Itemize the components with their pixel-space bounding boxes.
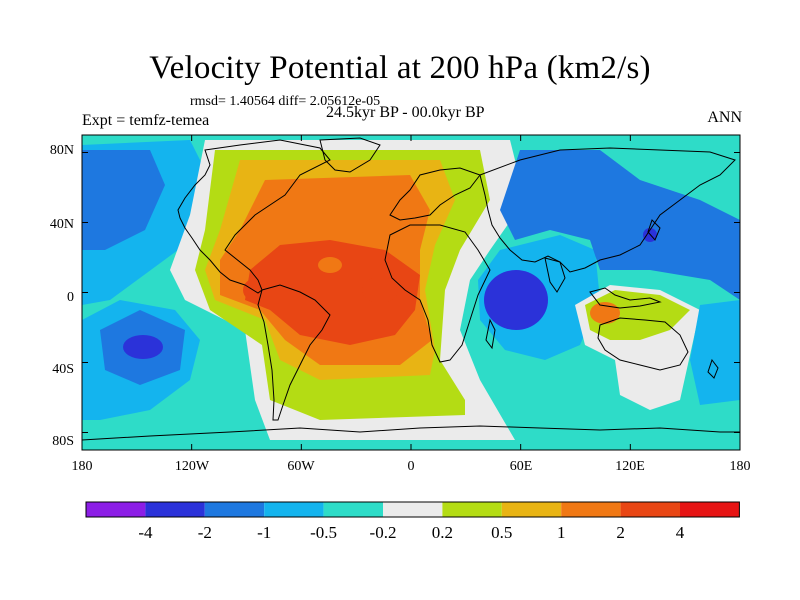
band-deep-blue-south-pacific bbox=[123, 335, 163, 359]
lat-label-80s: 80S bbox=[52, 434, 74, 449]
band-red-atlantic bbox=[245, 240, 420, 345]
lon-label-60w: 60W bbox=[287, 459, 315, 474]
band-orange-australia bbox=[590, 302, 620, 324]
lat-label-40s: 40S bbox=[52, 362, 74, 377]
coast-new-zealand bbox=[707, 358, 719, 379]
lon-label-120w: 120W bbox=[175, 459, 210, 474]
band-blue-indian bbox=[500, 150, 740, 300]
coast-antarctica bbox=[82, 425, 740, 441]
band-sky-east-south bbox=[690, 300, 740, 405]
colorbar-box-6 bbox=[442, 502, 502, 517]
colorbar-box-4 bbox=[323, 502, 383, 517]
band-deep-blue-indian bbox=[484, 270, 548, 330]
colorbar-label-3: -0.5 bbox=[310, 523, 337, 542]
colorbar: -4 -2 -1 -0.5 -0.2 0.2 0.5 1 2 4 bbox=[85, 501, 740, 542]
rmsd-diff-label: rmsd= 1.40564 diff= 2.05612e-05 bbox=[190, 94, 381, 109]
colorbar-box-7 bbox=[501, 502, 562, 517]
colorbar-box-8 bbox=[561, 502, 621, 517]
contour-field bbox=[82, 135, 740, 450]
colorbar-label-1: -2 bbox=[198, 523, 212, 542]
colorbar-label-5: 0.2 bbox=[432, 523, 453, 542]
coast-japan bbox=[647, 219, 661, 241]
band-lime-australia bbox=[585, 290, 690, 340]
coast-indonesia bbox=[589, 287, 662, 309]
colorbar-box-3 bbox=[264, 502, 324, 517]
colorbar-label-9: 4 bbox=[676, 523, 685, 542]
colorbar-label-6: 0.5 bbox=[491, 523, 512, 542]
colorbar-label-2: -1 bbox=[257, 523, 271, 542]
coast-madagascar bbox=[485, 318, 496, 350]
experiment-label: Expt = temfz-temea bbox=[82, 112, 210, 129]
colorbar-box-5 bbox=[383, 502, 443, 517]
lon-label-60e: 60E bbox=[510, 459, 533, 474]
coast-greenland bbox=[319, 137, 381, 173]
band-orange-core bbox=[318, 257, 342, 273]
colorbar-box-9 bbox=[620, 502, 680, 517]
colorbar-label-7: 1 bbox=[557, 523, 566, 542]
lat-label-eq: 0 bbox=[67, 290, 74, 305]
lon-label-180w: 180 bbox=[72, 459, 93, 474]
colorbar-label-0: -4 bbox=[138, 523, 153, 542]
band-max-west bbox=[243, 278, 271, 302]
lon-label-0: 0 bbox=[408, 459, 415, 474]
coast-australia bbox=[597, 317, 689, 371]
coast-india bbox=[544, 257, 566, 293]
band-blue-north-pacific bbox=[82, 150, 165, 250]
colorbar-label-4: -0.2 bbox=[370, 523, 397, 542]
lon-label-180e: 180 bbox=[730, 459, 751, 474]
colorbar-frame bbox=[85, 501, 740, 518]
colorbar-box-2 bbox=[204, 502, 265, 517]
coast-asia bbox=[479, 147, 736, 273]
season-label: ANN bbox=[707, 109, 742, 126]
axis-ticks bbox=[81, 135, 741, 450]
colorbar-box-1 bbox=[145, 502, 205, 517]
lon-label-120e: 120E bbox=[615, 459, 645, 474]
band-max-east bbox=[362, 277, 398, 303]
colorbar-box-10 bbox=[680, 502, 740, 517]
plot-title: Velocity Potential at 200 hPa (km2/s) bbox=[149, 50, 651, 86]
colorbar-box-0 bbox=[86, 502, 146, 517]
colorbar-label-8: 2 bbox=[616, 523, 625, 542]
period-label: 24.5kyr BP - 00.0kyr BP bbox=[326, 104, 485, 121]
coast-africa bbox=[384, 224, 491, 363]
coastlines bbox=[82, 137, 740, 441]
lat-label-80n: 80N bbox=[50, 143, 74, 158]
coast-europe bbox=[389, 167, 481, 221]
coast-south-america bbox=[257, 284, 331, 421]
lat-label-40n: 40N bbox=[50, 217, 74, 232]
